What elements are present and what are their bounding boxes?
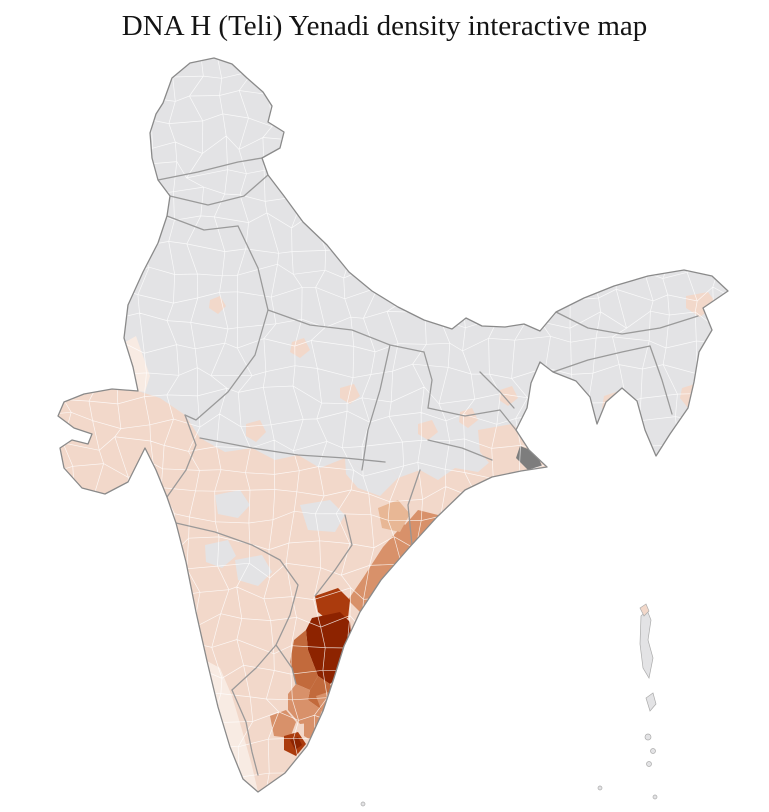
- region-andaman-north-tip[interactable]: [639, 603, 650, 617]
- region-peninsular-south[interactable]: [58, 389, 547, 792]
- page-title: DNA H (Teli) Yenadi density interactive …: [121, 10, 648, 42]
- region-andaman-islands[interactable]: [639, 609, 654, 679]
- region-upper-assam[interactable]: [686, 292, 717, 317]
- region-rayalaseema-east[interactable]: [290, 630, 318, 690]
- state-borders: [157, 157, 699, 776]
- islands: [360, 603, 658, 807]
- region-offshore-specks[interactable]: [360, 785, 658, 807]
- region-interior-gray-districts[interactable]: [205, 458, 398, 586]
- region-coastal-andhra-strip[interactable]: [348, 524, 420, 612]
- region-nicobar-islands[interactable]: [644, 733, 656, 767]
- region-little-andaman[interactable]: [645, 692, 657, 712]
- region-west-odisha-patch[interactable]: [378, 500, 410, 532]
- region-madurai-core[interactable]: [290, 737, 302, 750]
